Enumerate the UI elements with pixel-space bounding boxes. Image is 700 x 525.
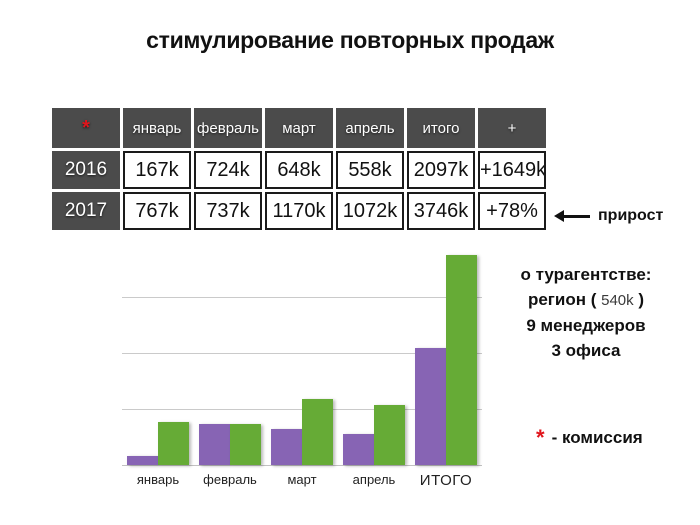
table-value-cell: 558k bbox=[336, 151, 404, 189]
bar-2016-апрель bbox=[343, 433, 374, 465]
table-year-cell: 2017 bbox=[52, 192, 120, 230]
table-header-cell: итого bbox=[407, 108, 475, 148]
sales-table: * январь февраль март апрель итого +2016 167k 72… bbox=[49, 105, 549, 233]
bar-2017-ИТОГО bbox=[446, 255, 477, 465]
agency-info-region: регион ( 540k ) bbox=[527, 290, 645, 309]
growth-annotation: прирост bbox=[554, 207, 663, 225]
table-header-row: * январь февраль март апрель итого + bbox=[52, 108, 546, 148]
bar-2016-январь bbox=[127, 455, 158, 465]
bar-2016-февраль bbox=[199, 424, 230, 465]
agency-info-offices: 3 офиса bbox=[551, 341, 621, 360]
bar-2016-ИТОГО bbox=[415, 347, 446, 465]
table-header-cell: январь bbox=[123, 108, 191, 148]
table-year-cell: 2016 bbox=[52, 151, 120, 189]
table-value-cell: 167k bbox=[123, 151, 191, 189]
bar-2017-февраль bbox=[230, 423, 261, 465]
table-header-cell: + bbox=[478, 108, 546, 148]
gridline bbox=[122, 297, 482, 298]
table-corner-cell: * bbox=[52, 108, 120, 148]
table-header-cell: февраль bbox=[194, 108, 262, 148]
table-value-cell: +1649k bbox=[478, 151, 546, 189]
growth-label: прирост bbox=[598, 207, 664, 224]
table-value-cell: 737k bbox=[194, 192, 262, 230]
table-value-cell: 3746k bbox=[407, 192, 475, 230]
commission-label: - комиссия bbox=[551, 428, 643, 447]
bar-2016-март bbox=[271, 428, 302, 465]
region-value: 540k bbox=[601, 292, 634, 309]
bar-chart: январь февраль март апрель ИТОГО bbox=[122, 250, 482, 489]
x-axis-label: март bbox=[287, 472, 317, 487]
agency-info-heading: о турагентстве: bbox=[520, 265, 652, 284]
table-value-cell: 724k bbox=[194, 151, 262, 189]
agency-info-managers: 9 менеджеров bbox=[526, 316, 646, 335]
table-row: 2016 167k 724k 648k 558k 2097k +1649k bbox=[52, 151, 546, 189]
gridline bbox=[122, 353, 482, 354]
table-value-cell: 2097k bbox=[407, 151, 475, 189]
x-axis-label: февраль bbox=[203, 472, 257, 487]
bar-2017-апрель bbox=[374, 404, 405, 465]
x-axis-label: январь bbox=[136, 472, 180, 487]
agency-info: о турагентстве: регион ( 540k ) 9 менедж… bbox=[503, 262, 669, 363]
x-axis-line bbox=[122, 465, 482, 466]
table-header-cell: март bbox=[265, 108, 333, 148]
left-arrow-icon bbox=[554, 209, 590, 222]
commission-note: * - комиссия bbox=[536, 427, 643, 449]
page-title: стимулирование повторных продаж bbox=[146, 27, 554, 53]
table-row: 2017 767k 737k 1170k 1072k 3746k +78% bbox=[52, 192, 546, 230]
table-value-cell: 1072k bbox=[336, 192, 404, 230]
bar-2017-март bbox=[302, 399, 333, 465]
x-axis-label: ИТОГО bbox=[419, 472, 473, 489]
table-value-cell: +78% bbox=[478, 192, 546, 230]
x-axis-label: апрель bbox=[352, 472, 396, 487]
table-header-cell: апрель bbox=[336, 108, 404, 148]
table-value-cell: 767k bbox=[123, 192, 191, 230]
table-value-cell: 648k bbox=[265, 151, 333, 189]
bar-2017-январь bbox=[158, 422, 189, 465]
red-asterisk-icon: * bbox=[82, 116, 90, 139]
red-asterisk-icon: * bbox=[536, 425, 545, 450]
table-value-cell: 1170k bbox=[265, 192, 333, 230]
